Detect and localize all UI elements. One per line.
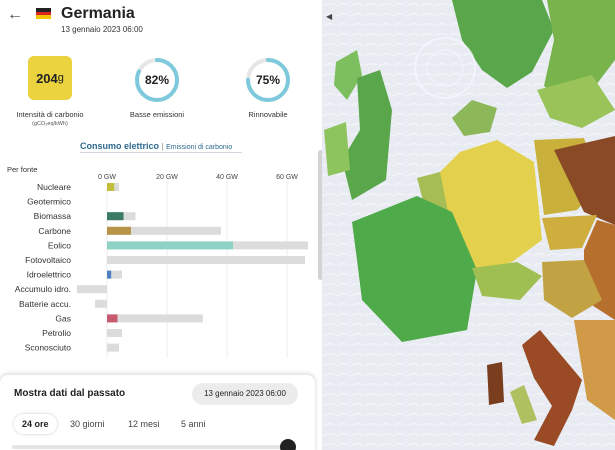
tab-electricity-consumption[interactable]: Consumo elettrico — [80, 141, 160, 151]
renewable-value: 75% — [255, 73, 281, 87]
category-label: Idroelettrico — [27, 270, 72, 280]
europe-map[interactable] — [322, 0, 615, 450]
production-bar — [107, 226, 131, 235]
category-label: Sconosciuto — [25, 343, 72, 353]
carbon-intensity-value: 204 — [36, 70, 58, 86]
renewable-ring: 75% — [244, 56, 292, 104]
low-emissions-label: Basse emissioni — [129, 110, 185, 119]
history-date-button[interactable]: 13 gennaio 2023 06:00 — [192, 383, 298, 405]
carbon-intensity-unit: g — [57, 72, 64, 84]
carbon-intensity-unit-label: (gCO₂eq/kWh) — [32, 121, 68, 127]
low-emissions-value: 82% — [144, 73, 170, 87]
renewable-label: Rinnovabile — [248, 110, 288, 119]
map-region-denmark[interactable] — [452, 100, 497, 136]
category-label: Petrolio — [42, 328, 71, 338]
map-region-france[interactable] — [352, 196, 477, 342]
capacity-bar — [77, 285, 107, 294]
map-region-corsica-sea[interactable] — [510, 385, 537, 424]
production-bar — [107, 212, 124, 221]
map-region-balkans-north[interactable] — [542, 260, 602, 318]
chart-group-label: Per fonte — [7, 165, 38, 174]
production-bar — [107, 183, 115, 191]
category-label: Accumulo idro. — [15, 284, 71, 294]
storm-swirl — [414, 37, 476, 99]
x-tick-label: 20 GW — [156, 174, 178, 181]
capacity-bar — [107, 343, 119, 352]
history-title: Mostra dati dal passato — [14, 388, 126, 399]
capacity-bar — [107, 256, 305, 264]
category-label: Batterie accu. — [19, 299, 71, 309]
map-region-ireland[interactable] — [324, 122, 350, 176]
map-region-balkans-south[interactable] — [574, 320, 615, 420]
low-emissions-metric: 82% Basse emissioni — [107, 56, 207, 119]
map-region-baltics[interactable] — [537, 75, 615, 128]
tab-underline — [80, 152, 242, 153]
capacity-bar — [107, 329, 122, 337]
datetime-label: 13 gennaio 2023 06:00 — [61, 25, 143, 34]
map-region-scotland[interactable] — [334, 50, 362, 100]
map-region-czechia[interactable] — [542, 215, 597, 250]
capacity-bar — [95, 299, 107, 308]
production-bar — [107, 241, 233, 250]
renewable-metric: 75% Rinnovabile — [218, 56, 318, 119]
map-region-finland[interactable] — [544, 0, 615, 110]
country-name: Germania — [61, 5, 135, 22]
capacity-bar — [107, 226, 221, 235]
capacity-bar — [107, 314, 203, 323]
back-arrow-icon[interactable]: ← — [7, 6, 23, 23]
panel-header: ← Germania 13 gennaio 2023 06:00 — [0, 0, 322, 40]
history-panel: Mostra dati dal passato 13 gennaio 2023 … — [0, 375, 315, 450]
tab-separator: | — [161, 142, 164, 151]
range-5y[interactable]: 5 anni — [181, 419, 206, 429]
x-tick-label: 0 GW — [98, 174, 116, 181]
map-region-germany[interactable] — [440, 140, 542, 275]
x-tick-label: 60 GW — [276, 174, 298, 181]
carbon-intensity-box: 204 g — [28, 56, 72, 100]
storm-swirl-inner — [426, 49, 464, 87]
category-label: Gas — [55, 313, 71, 323]
category-label: Fotovoltaico — [25, 255, 71, 265]
map-region-alps[interactable] — [472, 262, 542, 300]
tab-carbon-emissions[interactable]: Emissioni di carbonio — [166, 144, 233, 151]
collapse-panel-icon[interactable]: ◀ — [326, 12, 333, 21]
carbon-intensity-label: Intensità di carbonio — [16, 110, 84, 119]
time-slider-track[interactable] — [12, 445, 292, 449]
map-region-belarus[interactable] — [554, 136, 615, 225]
germany-flag-icon — [36, 8, 51, 19]
range-30d[interactable]: 30 giorni — [70, 419, 105, 429]
source-bar-chart: 0 GW 20 GW 40 GW 60 GW Nucleare Geotermico Bio… — [15, 174, 308, 358]
category-label: Carbone — [38, 226, 71, 236]
category-label: Nucleare — [37, 182, 71, 192]
data-tabs: Consumo elettrico | Emissioni di carboni… — [80, 141, 232, 151]
range-24h[interactable]: 24 ore — [14, 414, 57, 434]
low-emissions-ring: 82% — [133, 56, 181, 104]
category-label: Geotermico — [27, 197, 71, 207]
time-slider-handle[interactable] — [280, 439, 296, 450]
map-region-scandinavia[interactable] — [452, 0, 554, 88]
map-region-italy[interactable] — [522, 330, 582, 446]
category-label: Biomassa — [34, 211, 72, 221]
map-region-sardinia[interactable] — [487, 362, 504, 405]
production-bar — [107, 314, 118, 323]
production-bar — [107, 270, 112, 279]
map-region-britain[interactable] — [342, 70, 392, 200]
x-tick-label: 40 GW — [216, 174, 238, 181]
category-label: Eolico — [48, 240, 71, 250]
carbon-intensity-metric: 204 g Intensità di carbonio (gCO₂eq/kWh) — [0, 56, 100, 127]
capacity-bar — [107, 270, 122, 279]
range-12m[interactable]: 12 mesi — [128, 419, 160, 429]
side-panel: ← Germania 13 gennaio 2023 06:00 204 g In… — [0, 0, 322, 450]
panel-scrollbar[interactable] — [318, 150, 322, 280]
